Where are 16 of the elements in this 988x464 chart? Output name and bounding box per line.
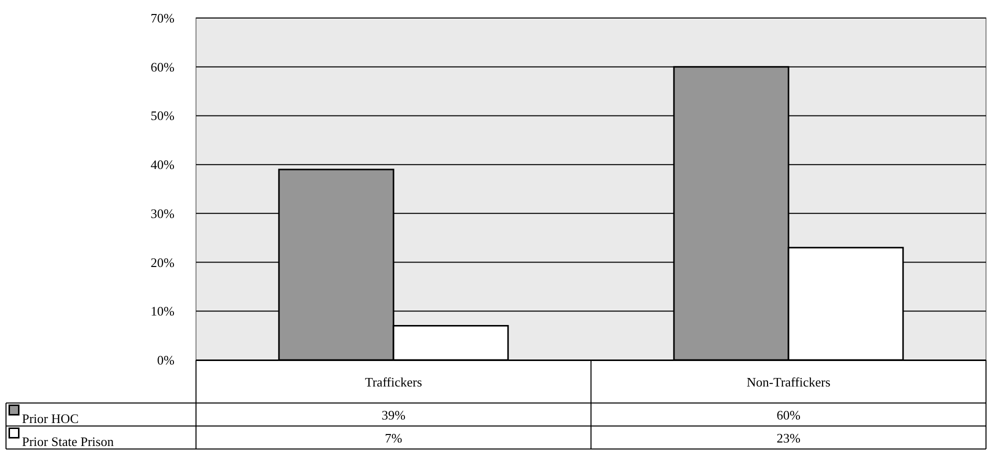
y-tick-label: 70%	[150, 10, 175, 26]
y-tick-label: 30%	[150, 206, 175, 221]
legend-label: Prior HOC	[22, 411, 79, 426]
y-tick-label: 40%	[150, 157, 175, 172]
legend-label: Prior State Prison	[22, 434, 114, 449]
data-label: 7%	[384, 430, 402, 446]
x-tick-label: Traffickers	[364, 374, 422, 390]
y-tick-label: 0%	[157, 352, 175, 368]
data-label: 60%	[776, 408, 801, 422]
y-tick-label: 50%	[150, 108, 175, 124]
y-tick-label: 20%	[150, 254, 175, 270]
x-tick-label: Non-Traffickers	[746, 374, 830, 390]
data-label: 23%	[776, 430, 801, 446]
data-label: 39%	[382, 408, 406, 422]
y-tick-label: 60%	[150, 59, 175, 74]
y-tick-label: 10%	[150, 304, 175, 319]
